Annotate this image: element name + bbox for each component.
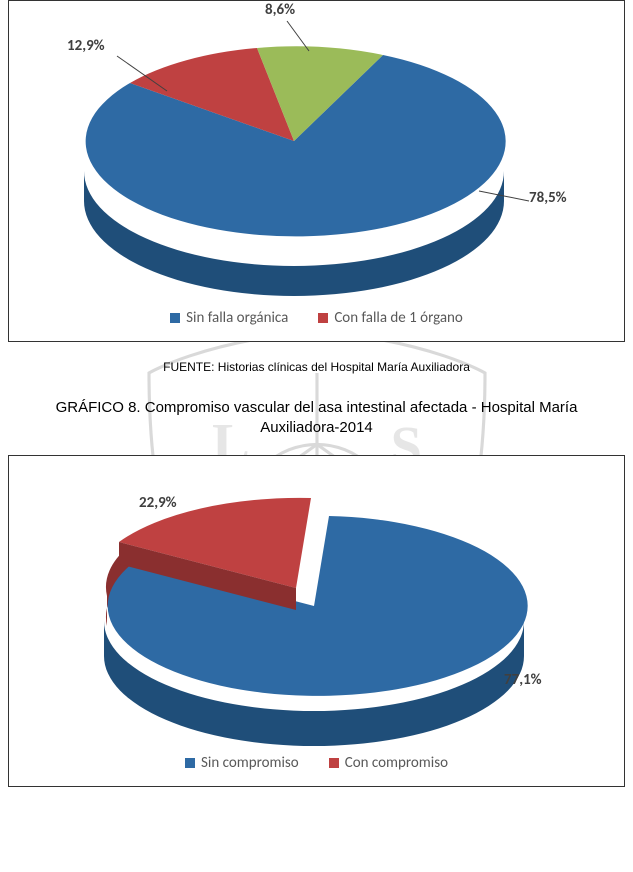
legend-item: Con falla de 1 órgano <box>318 309 463 327</box>
chart2-container: 22,9% 77,1% Sin compromiso Con compromis… <box>8 455 625 787</box>
chart2-label-blue: 77,1% <box>504 671 542 689</box>
chart1-stage: 78,5% 12,9% 8,6% <box>9 1 624 301</box>
legend-swatch-red <box>318 313 328 323</box>
chart2-title: GRÁFICO 8. Compromiso vascular del asa i… <box>30 398 603 439</box>
legend-label: Con falla de 1 órgano <box>334 309 463 327</box>
chart1-container: 78,5% 12,9% 8,6% Sin falla orgánica Con … <box>8 0 625 342</box>
legend-item: Sin falla orgánica <box>170 309 288 327</box>
chart1-caption: FUENTE: Historias clínicas del Hospital … <box>0 360 633 374</box>
chart1-label-green: 8,6% <box>265 1 295 19</box>
chart1-label-blue: 78,5% <box>529 189 567 207</box>
chart2-stage: 22,9% 77,1% <box>9 456 624 746</box>
chart1-legend: Sin falla orgánica Con falla de 1 órgano <box>9 301 624 341</box>
legend-swatch-blue <box>170 313 180 323</box>
chart2-legend: Sin compromiso Con compromiso <box>9 746 624 786</box>
legend-label: Sin compromiso <box>201 754 299 772</box>
chart1-label-red: 12,9% <box>67 37 105 55</box>
legend-item: Con compromiso <box>329 754 448 772</box>
legend-label: Con compromiso <box>345 754 448 772</box>
chart2-label-red: 22,9% <box>139 494 177 512</box>
legend-swatch-red <box>329 758 339 768</box>
pie-chart-2 <box>9 456 624 746</box>
legend-label: Sin falla orgánica <box>186 309 288 327</box>
title-line2: Auxiliadora-2014 <box>260 419 373 436</box>
legend-swatch-blue <box>185 758 195 768</box>
title-line1: GRÁFICO 8. Compromiso vascular del asa i… <box>56 399 578 416</box>
legend-item: Sin compromiso <box>185 754 299 772</box>
